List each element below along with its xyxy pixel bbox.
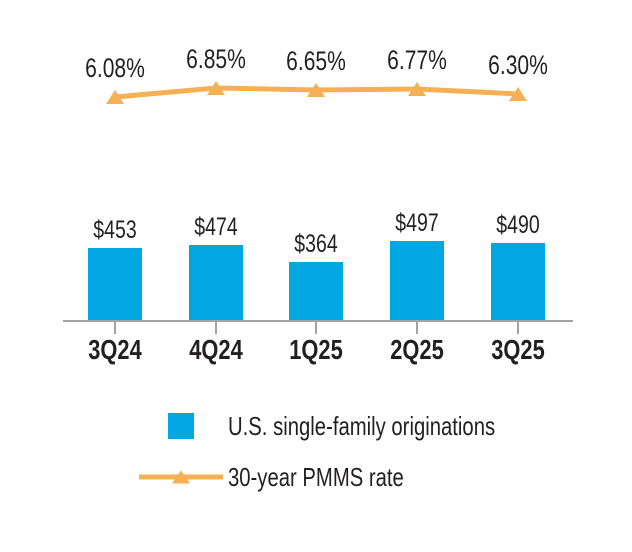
x-axis-tick-4Q24 <box>215 322 217 334</box>
rate-label-3Q25: 6.30% <box>488 50 548 80</box>
rate-label-2Q25: 6.77% <box>387 45 447 75</box>
bar-2Q25 <box>390 241 444 320</box>
x-axis-tick-3Q25 <box>517 322 519 334</box>
bar-value-label-4Q24: $474 <box>194 213 238 241</box>
x-axis-tick-1Q25 <box>315 322 317 334</box>
triangle-marker-4Q24 <box>207 81 225 95</box>
bar-value-label-2Q25: $497 <box>395 209 439 237</box>
x-axis-line <box>63 320 573 322</box>
x-axis-label-1Q25: 1Q25 <box>289 334 343 365</box>
legend-label-originations-text: U.S. single-family originations <box>228 411 496 441</box>
pmms-rate-swatch-icon <box>139 470 223 484</box>
triangle-marker-3Q25 <box>509 87 527 101</box>
x-axis-tick-2Q25 <box>416 322 418 334</box>
bar-value-label-3Q25: $490 <box>496 211 540 239</box>
bar-value-label-3Q24: $453 <box>93 216 137 244</box>
x-axis-tick-3Q24 <box>114 322 116 334</box>
triangle-marker-1Q25 <box>307 83 325 97</box>
legend-label-originations: U.S. single-family originations <box>228 413 570 439</box>
x-axis-label-3Q25: 3Q25 <box>491 334 545 365</box>
rate-label-4Q24: 6.85% <box>186 44 246 74</box>
triangle-marker-2Q25 <box>408 82 426 96</box>
bar-3Q25 <box>491 243 545 320</box>
x-axis-label-3Q24: 3Q24 <box>88 334 142 365</box>
bar-value-label-1Q25: $364 <box>294 230 338 258</box>
x-axis-label-4Q24: 4Q24 <box>189 334 243 365</box>
rate-label-1Q25: 6.65% <box>286 46 346 76</box>
originations-swatch-icon <box>168 413 194 439</box>
bar-3Q24 <box>88 248 142 320</box>
bar-1Q25 <box>289 262 343 320</box>
legend-label-pmms-rate-text: 30-year PMMS rate <box>228 462 404 492</box>
x-axis-label-2Q25: 2Q25 <box>390 334 444 365</box>
rate-label-3Q24: 6.08% <box>85 53 145 83</box>
bar-4Q24 <box>189 245 243 320</box>
legend-label-pmms-rate: 30-year PMMS rate <box>228 464 453 490</box>
triangle-marker-3Q24 <box>106 90 124 104</box>
